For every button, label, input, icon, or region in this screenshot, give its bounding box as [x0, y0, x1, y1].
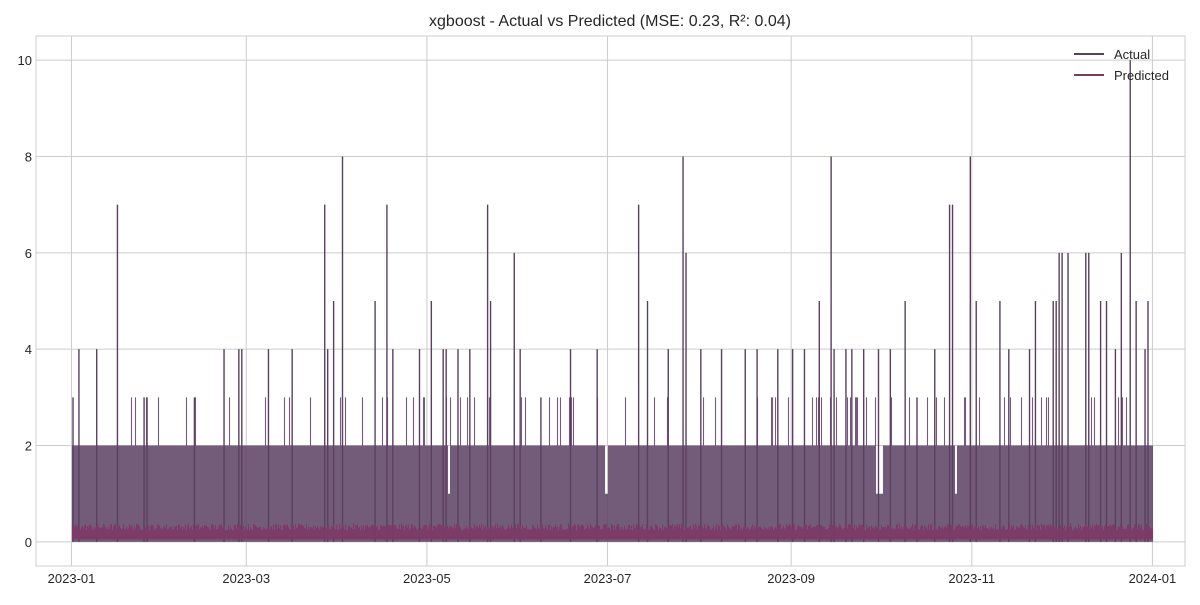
y-tick-label: 8 [25, 149, 32, 164]
x-tick-label: 2023-01 [48, 571, 96, 586]
y-tick-label: 0 [25, 535, 32, 550]
x-tick-label: 2023-09 [767, 571, 815, 586]
y-axis-ticks: 0 2 4 6 8 10 [18, 53, 32, 550]
legend: Actual Predicted [1074, 47, 1169, 83]
series-layer [71, 60, 1154, 542]
y-tick-label: 4 [25, 342, 32, 357]
y-tick-label: 6 [25, 246, 32, 261]
chart-title: xgboost - Actual vs Predicted (MSE: 0.23… [429, 13, 791, 30]
y-tick-label: 2 [25, 439, 32, 454]
x-tick-label: 2023-11 [948, 571, 995, 586]
x-axis-ticks: 2023-01 2023-03 2023-05 2023-07 2023-09 2023-… [48, 571, 1177, 586]
x-tick-label: 2023-03 [222, 571, 270, 586]
predicted-series-line [71, 523, 1154, 540]
x-tick-label: 2024-01 [1129, 571, 1177, 586]
x-tick-label: 2023-05 [403, 571, 451, 586]
x-tick-label: 2023-07 [584, 571, 632, 586]
y-tick-label: 10 [18, 53, 32, 68]
plot-frame [35, 35, 1186, 567]
legend-label: Predicted [1114, 68, 1169, 83]
legend-label: Actual [1114, 47, 1150, 62]
